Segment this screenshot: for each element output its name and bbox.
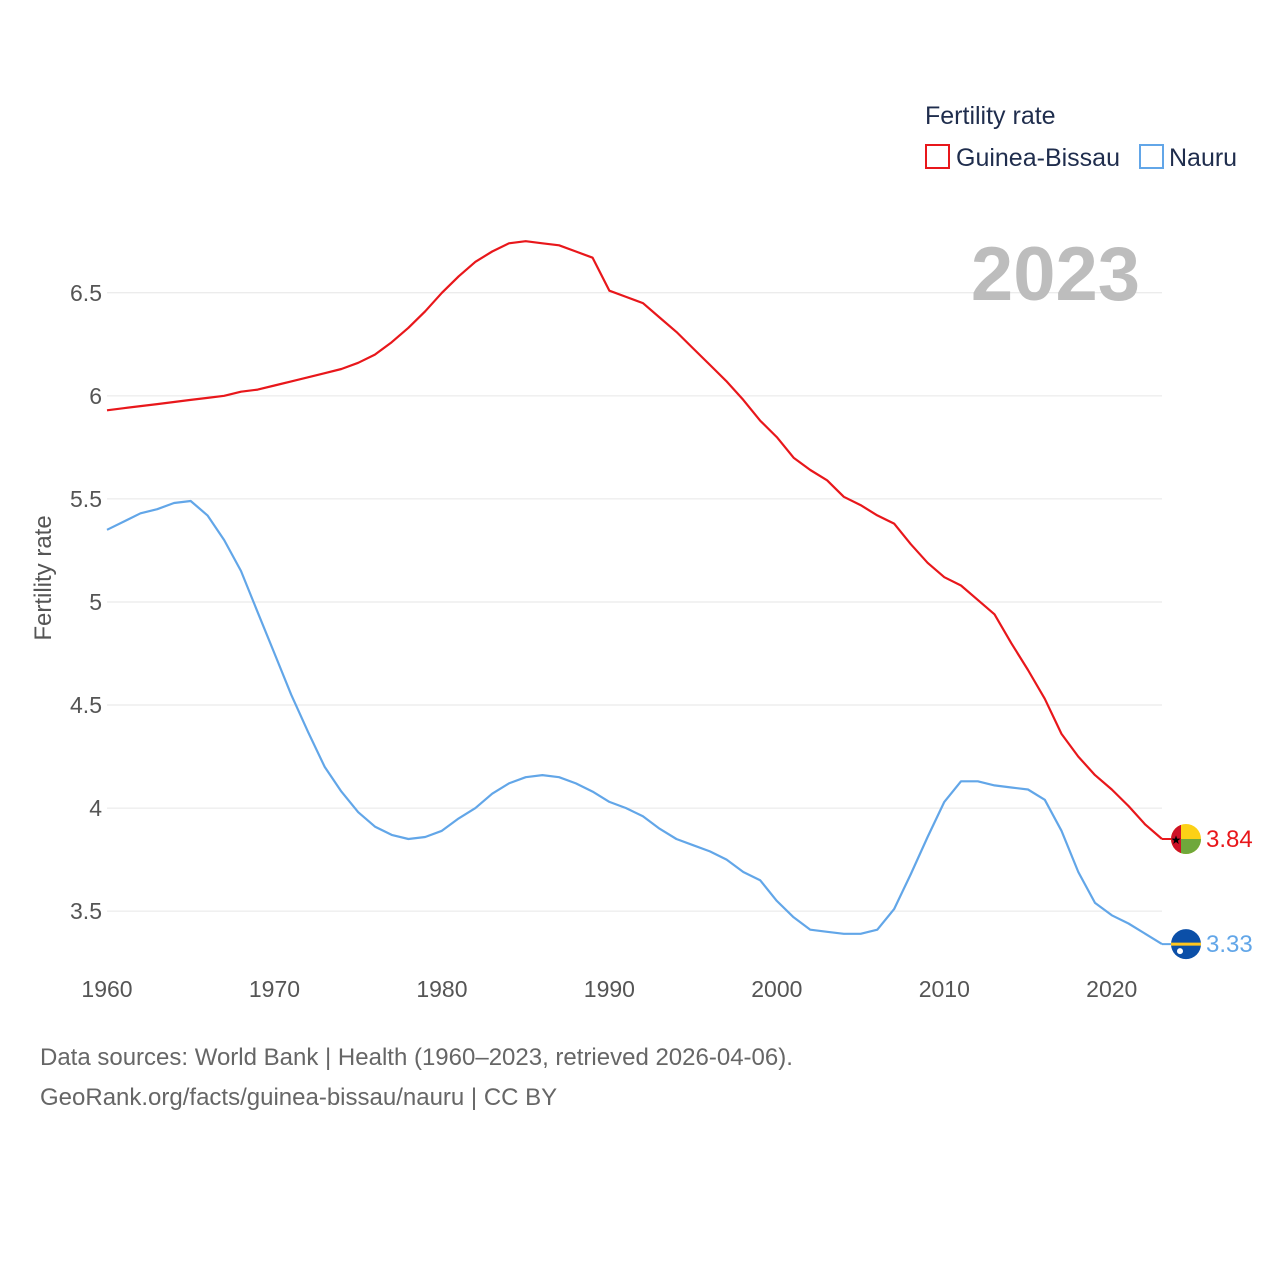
series-line-nauru[interactable] xyxy=(106,499,1163,946)
x-tick-label: 2000 xyxy=(751,976,802,1002)
end-value-guinea-bissau: 3.84 xyxy=(1206,826,1253,853)
y-tick-label: 5 xyxy=(89,589,102,615)
end-markers: ★ 3.84 3.33 xyxy=(1162,824,1253,960)
y-tick-label: 3.5 xyxy=(70,898,102,924)
x-tick-label: 1960 xyxy=(81,976,132,1002)
x-tick-label: 2020 xyxy=(1086,976,1137,1002)
x-tick-label: 1980 xyxy=(416,976,467,1002)
legend-title: Fertility rate xyxy=(925,102,1056,130)
flag-icon-nauru xyxy=(1171,929,1201,960)
footer-sources: Data sources: World Bank | Health (1960–… xyxy=(40,1044,793,1071)
y-axis-ticks: 3.5 4 4.5 5 5.5 6 6.5 xyxy=(70,280,102,924)
legend-item-nauru[interactable]: Nauru xyxy=(1139,144,1237,172)
flag-icon-guinea-bissau: ★ xyxy=(1171,824,1201,855)
footer-attribution[interactable]: GeoRank.org/facts/guinea-bissau/nauru | … xyxy=(40,1084,558,1111)
y-tick-label: 6 xyxy=(89,383,102,409)
gridlines xyxy=(107,292,1162,912)
legend-swatch-nauru xyxy=(1139,144,1164,169)
y-tick-label: 4 xyxy=(89,795,102,821)
legend-label-nauru: Nauru xyxy=(1169,144,1237,172)
y-axis-title: Fertility rate xyxy=(30,515,57,640)
year-label: 2023 xyxy=(971,232,1140,317)
legend-label-guinea-bissau: Guinea-Bissau xyxy=(956,144,1120,172)
y-tick-label: 4.5 xyxy=(70,692,102,718)
y-tick-label: 6.5 xyxy=(70,280,102,306)
legend-swatch-guinea-bissau xyxy=(925,144,950,169)
x-tick-label: 1990 xyxy=(584,976,635,1002)
svg-text:★: ★ xyxy=(1171,833,1182,847)
series-lines xyxy=(106,240,1163,946)
x-tick-label: 1970 xyxy=(249,976,300,1002)
series-line-guinea-bissau[interactable] xyxy=(106,240,1163,840)
x-tick-label: 2010 xyxy=(919,976,970,1002)
legend[interactable]: Fertility rate Guinea-Bissau Nauru xyxy=(925,102,1237,172)
legend-item-guinea-bissau[interactable]: Guinea-Bissau xyxy=(925,144,1120,172)
y-tick-label: 5.5 xyxy=(70,486,102,512)
end-value-nauru: 3.33 xyxy=(1206,931,1253,958)
x-axis-ticks: 1960 1970 1980 1990 2000 2010 2020 xyxy=(81,976,1137,1002)
